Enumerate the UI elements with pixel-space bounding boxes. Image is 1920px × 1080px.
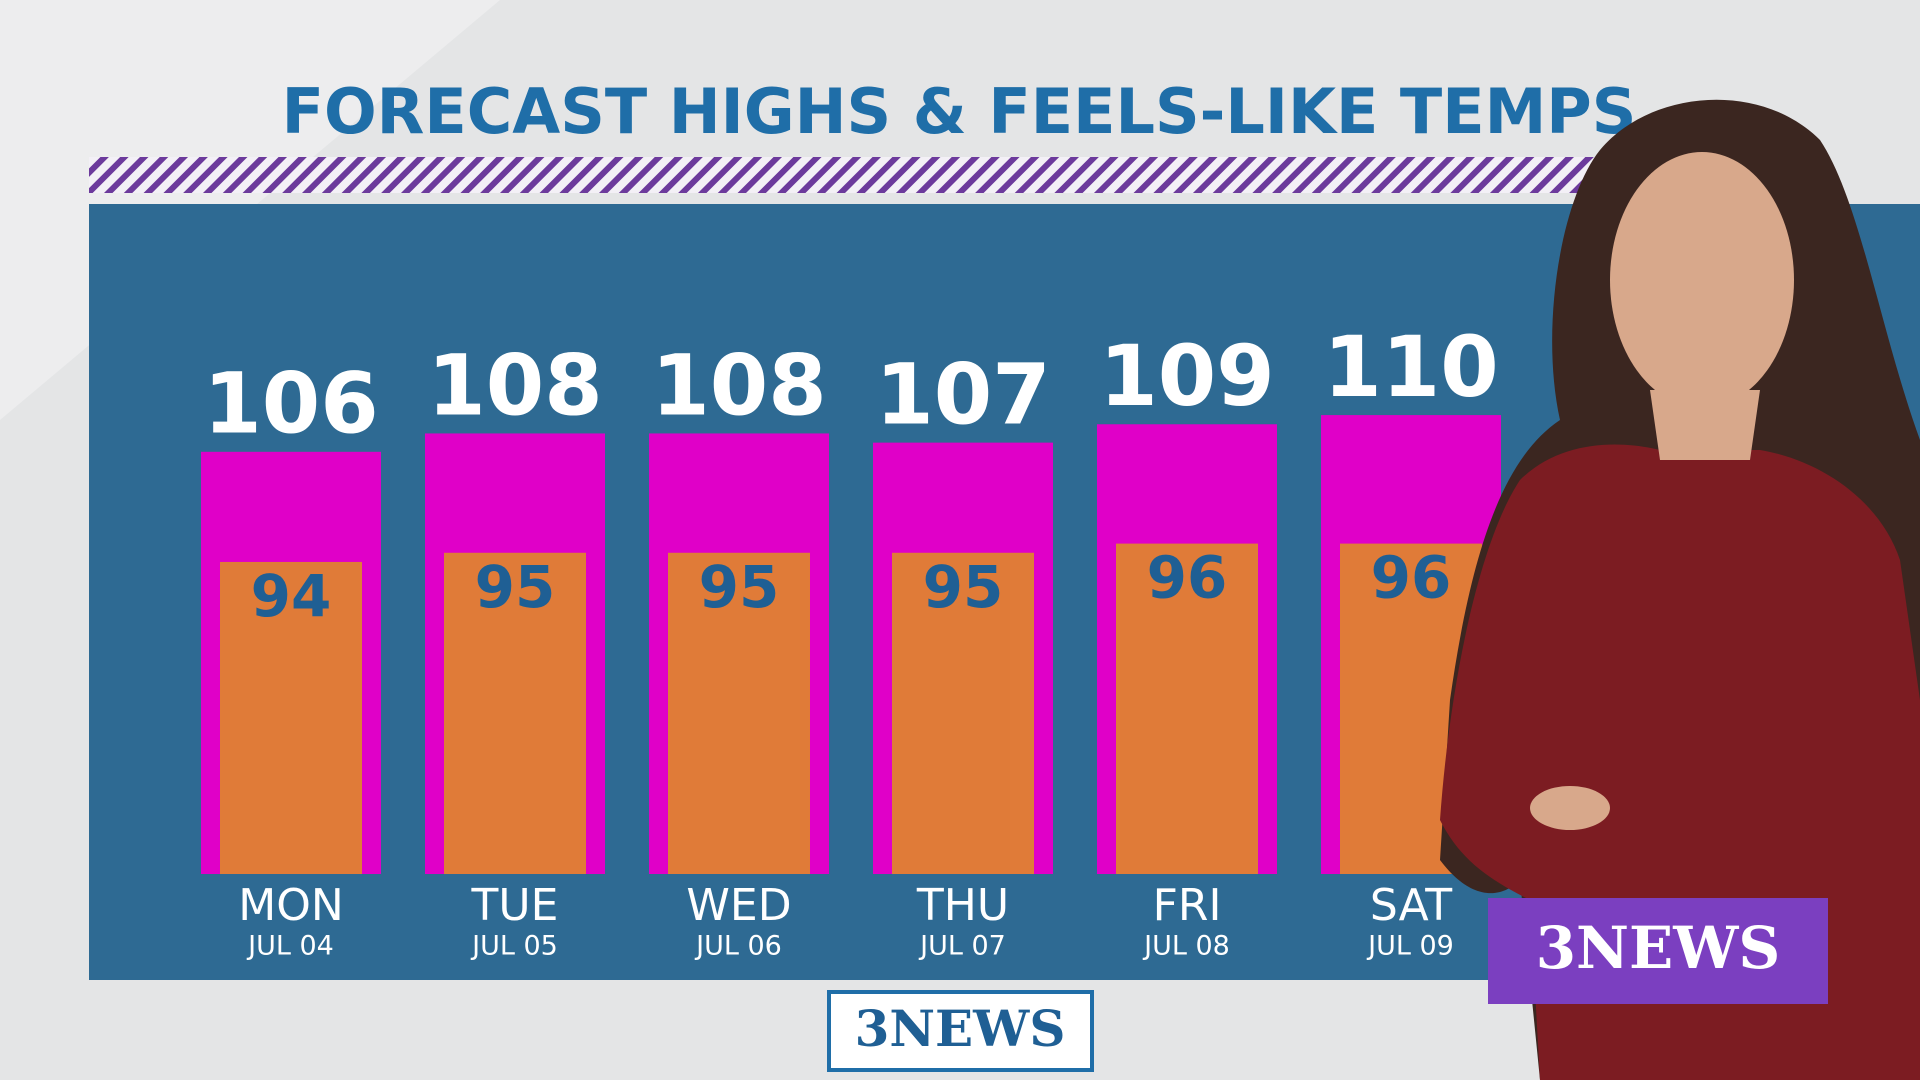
high-label: 96 [1147,544,1228,612]
feels-like-label: 110 [1323,318,1498,416]
date-label: JUL 09 [1366,931,1454,962]
x-tick-label: MON [238,880,344,931]
x-tick-label: WED [686,880,791,931]
feels-like-label: 107 [875,346,1050,444]
x-tick-label: FRI [1153,880,1222,931]
high-label: 95 [923,553,1004,621]
corner-logo: 3NEWS [1536,914,1781,982]
high-bar [444,552,586,874]
date-label: JUL 04 [246,931,334,962]
feels-like-label: 106 [203,355,378,453]
date-label: JUL 08 [1142,931,1230,962]
date-label: JUL 07 [918,931,1006,962]
corner-logo-box [1488,898,1828,1004]
high-label: 95 [475,553,556,621]
high-label: 95 [699,553,780,621]
high-label: 94 [251,562,332,630]
hatch-band [89,157,1829,193]
x-tick-label: THU [916,880,1009,931]
date-label: JUL 05 [470,931,558,962]
bottom-logo-box [827,990,1094,1072]
presenter-neck [1650,390,1760,460]
feels-like-label: 109 [1099,327,1274,425]
presenter-hand [1530,786,1610,830]
feels-like-label: 108 [427,336,602,434]
high-bar [668,552,810,874]
high-bar [1116,543,1258,874]
chart-title: FORECAST HIGHS & FEELS-LIKE TEMPS [282,75,1637,148]
x-tick-label: SAT [1370,880,1452,931]
date-label: JUL 06 [694,931,782,962]
high-bar [220,561,362,874]
presenter-face [1610,152,1794,408]
high-bar [892,552,1034,874]
feels-like-label: 108 [651,336,826,434]
high-label: 96 [1371,544,1452,612]
bottom-logo: 3NEWS [855,999,1066,1058]
x-tick-label: TUE [471,880,559,931]
